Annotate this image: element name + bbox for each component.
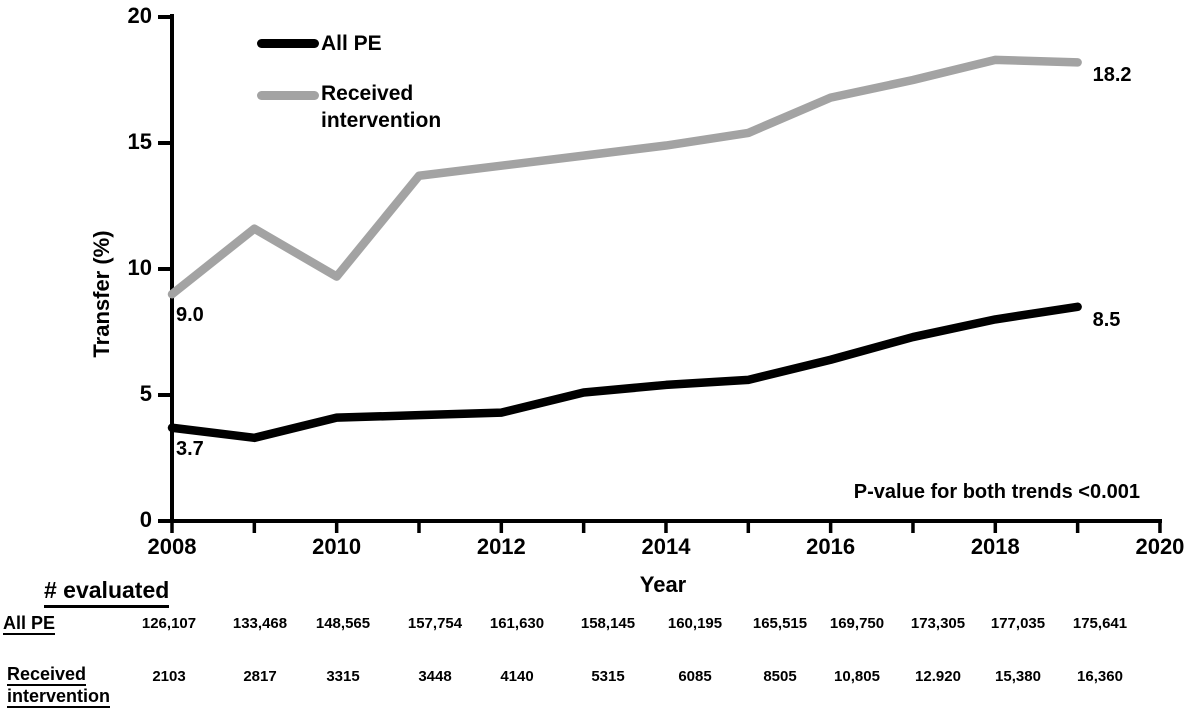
x-tick-label: 2020 — [1135, 534, 1185, 559]
y-tick-label: 10 — [127, 255, 152, 280]
data-label-9.0: 9.0 — [176, 304, 204, 327]
table-cell: 5315 — [591, 668, 625, 685]
series-line-all-pe — [167, 302, 1082, 443]
legend-label-received-intervention: Received intervention — [321, 82, 442, 132]
table-cell: 126,107 — [141, 615, 197, 632]
x-tick-label: 2012 — [476, 534, 526, 559]
y-tick-label: 15 — [127, 129, 152, 154]
table-cell: 161,630 — [489, 615, 545, 632]
y-tick-label: 20 — [127, 3, 152, 28]
table-cell: 8505 — [763, 668, 797, 685]
table-cell: 160,195 — [667, 615, 723, 632]
plot-svg — [158, 14, 1162, 533]
table-cell: 16,360 — [1077, 668, 1123, 685]
series-line-received-intervention — [167, 55, 1082, 299]
x-tick-label: 2018 — [970, 534, 1020, 559]
x-tick-label: 2010 — [312, 534, 362, 559]
x-tick-label: 2016 — [806, 534, 856, 559]
x-axis-title: Year — [639, 572, 687, 597]
table-cell: 177,035 — [990, 615, 1046, 632]
legend-swatch-received-intervention — [257, 91, 319, 100]
table-cell: 157,754 — [407, 615, 463, 632]
table-cell: 2103 — [152, 668, 186, 685]
table-cell: 2817 — [243, 668, 277, 685]
legend: All PE Received intervention — [257, 30, 441, 134]
table-cell: 3315 — [326, 668, 360, 685]
table-cell: 173,305 — [910, 615, 966, 632]
x-tick-label: 2008 — [147, 534, 197, 559]
y-tick-label: 5 — [139, 381, 152, 406]
table-cell: 158,145 — [580, 615, 636, 632]
table-cell: 3448 — [418, 668, 452, 685]
data-label-8.5: 8.5 — [1092, 308, 1121, 331]
y-tick-label: 0 — [139, 507, 152, 532]
table-cell: 165,515 — [752, 615, 808, 632]
x-tick-label: 2014 — [641, 534, 691, 559]
legend-item-all-pe: All PE — [257, 30, 441, 57]
table-cell: 169,750 — [829, 615, 885, 632]
row-label-all-pe: All PE — [3, 613, 56, 635]
data-label-18.2: 18.2 — [1092, 64, 1132, 87]
table-cell: 12.920 — [915, 668, 961, 685]
legend-label-all-pe: All PE — [321, 32, 382, 55]
data-label-3.7: 3.7 — [176, 437, 204, 460]
table-cell: 10,805 — [834, 668, 880, 685]
table-cell: 133,468 — [232, 615, 288, 632]
row-label-received-intervention: Received intervention — [7, 664, 111, 708]
legend-swatch-all-pe — [257, 39, 319, 48]
table-cell: 148,565 — [315, 615, 371, 632]
table-header: # evaluated — [44, 577, 170, 608]
p-value-annotation: P-value for both trends <0.001 — [853, 481, 1140, 503]
table-cell: 6085 — [678, 668, 712, 685]
table-cell: 4140 — [500, 668, 534, 685]
legend-item-received-intervention: Received intervention — [257, 80, 441, 134]
table-cell: 175,641 — [1072, 615, 1128, 632]
table-cell: 15,380 — [995, 668, 1041, 685]
